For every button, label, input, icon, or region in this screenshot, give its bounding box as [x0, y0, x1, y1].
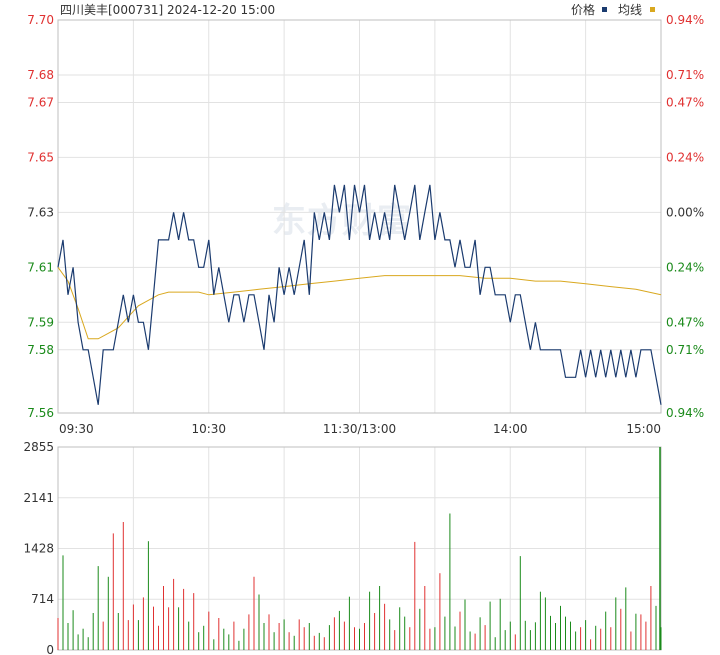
legend-price-label: 价格	[571, 2, 595, 17]
y-tick-label-left: 7.59	[27, 315, 54, 329]
y-tick-label-left: 7.70	[27, 13, 54, 27]
avg-line	[57, 267, 662, 340]
volume-tick-label: 2141	[23, 491, 54, 505]
legend-avg-label: 均线	[618, 3, 642, 17]
y-tick-label-left: 7.65	[27, 150, 54, 164]
y-tick-label-right: 0.24%	[666, 150, 704, 164]
y-tick-label-right: 0.94%	[666, 406, 704, 420]
chart-title: 四川美丰[000731] 2024-12-20 15:00	[60, 3, 275, 17]
legend-avg-swatch	[650, 7, 655, 12]
y-tick-label-left: 7.56	[27, 406, 54, 420]
volume-tick-label: 714	[31, 592, 54, 606]
legend-price-swatch	[602, 7, 607, 12]
y-tick-label-right: 0.24%	[666, 260, 704, 274]
x-tick-label: 15:00	[626, 422, 661, 436]
y-tick-label-right: 0.71%	[666, 68, 704, 82]
volume-tick-label: 0	[46, 643, 54, 655]
price-frame	[57, 19, 662, 414]
watermark: 东方财富	[272, 201, 412, 241]
x-tick-label: 14:00	[493, 422, 528, 436]
y-tick-label-left: 7.67	[27, 95, 54, 109]
price-panel: 7.70 0.94% 7.68 0.71% 7.67 0.47% 7.65 0.24% 7.63…	[27, 13, 704, 436]
volume-tick-label: 1428	[23, 541, 54, 555]
x-tick-label: 09:30	[59, 422, 94, 436]
y-tick-label-left: 7.61	[27, 260, 54, 274]
volume-tick-label: 2855	[23, 440, 54, 454]
x-tick-label: 10:30	[191, 422, 226, 436]
volume-panel: 2855 2141 1428 714 0	[23, 440, 662, 655]
y-tick-label-right: 0.71%	[666, 343, 704, 357]
y-tick-label-left: 7.58	[27, 343, 54, 357]
y-tick-label-left: 7.68	[27, 68, 54, 82]
x-tick-label: 11:30/13:00	[323, 422, 396, 436]
y-tick-label-right: 0.47%	[666, 95, 704, 109]
price-line	[57, 184, 662, 405]
y-tick-label-right: 0.00%	[666, 205, 704, 219]
y-tick-label-left: 7.63	[27, 205, 54, 219]
y-tick-label-right: 0.94%	[666, 13, 704, 27]
y-tick-label-right: 0.47%	[666, 315, 704, 329]
